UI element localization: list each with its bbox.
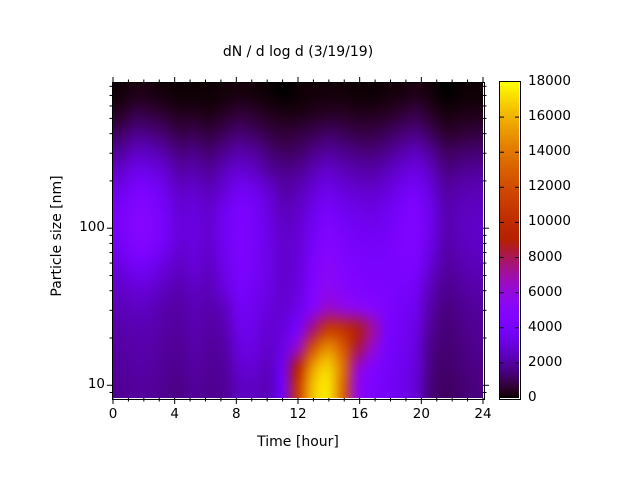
x-axis-label: Time [hour] xyxy=(257,434,339,450)
x-tick-label: 24 xyxy=(474,406,492,422)
heatmap-canvas xyxy=(113,83,483,398)
colorbar-tick-label: 10000 xyxy=(528,213,571,230)
x-tick-label: 8 xyxy=(232,406,241,422)
colorbar-tick-label: 4000 xyxy=(528,318,563,335)
colorbar-gradient xyxy=(500,82,519,398)
y-tick-label: 100 xyxy=(79,219,105,236)
x-tick-label: 0 xyxy=(108,406,118,422)
colorbar-tick-label: 6000 xyxy=(528,283,563,300)
chart-title: dN / d log d (3/19/19) xyxy=(222,44,374,60)
colorbar-tick-label: 2000 xyxy=(528,353,563,370)
colorbar-tick-label: 16000 xyxy=(528,108,571,125)
y-axis-label: Particle size [nm] xyxy=(49,175,65,297)
colorbar-tick-label: 14000 xyxy=(528,143,571,160)
x-tick-label: 4 xyxy=(170,406,179,422)
colorbar-tick-label: 0 xyxy=(528,389,537,405)
colorbar-tick-label: 12000 xyxy=(528,178,571,195)
colorbar-tick-label: 18000 xyxy=(528,73,571,89)
x-tick-label: 12 xyxy=(289,406,307,422)
x-tick-label: 20 xyxy=(412,406,430,422)
y-tick-label: 10 xyxy=(87,376,105,393)
colorbar-tick-label: 8000 xyxy=(528,248,563,265)
x-tick-label: 16 xyxy=(351,406,369,422)
